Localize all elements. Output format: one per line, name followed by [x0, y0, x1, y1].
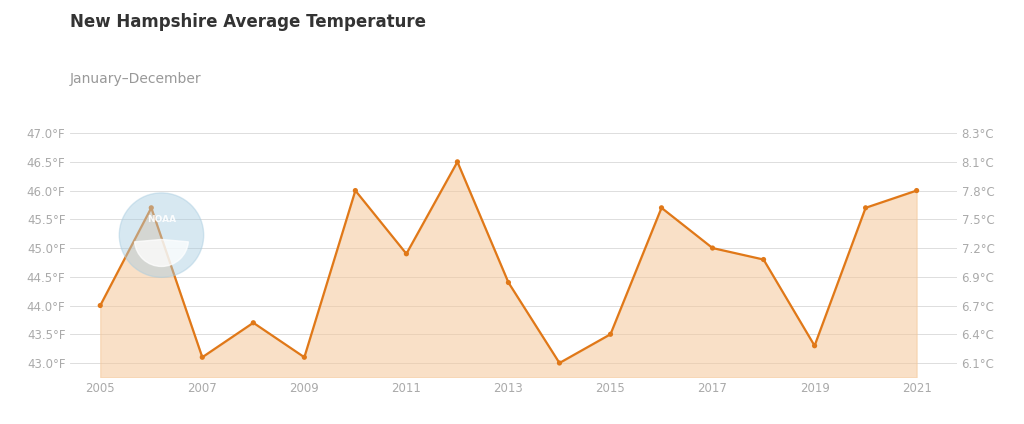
Point	[92, 302, 109, 309]
Point	[296, 354, 312, 361]
Point	[756, 256, 772, 263]
Point	[806, 342, 822, 349]
Point	[551, 360, 567, 366]
Wedge shape	[134, 240, 188, 266]
Text: NOAA: NOAA	[146, 215, 176, 224]
Point	[501, 279, 517, 286]
Point	[653, 204, 670, 211]
Point	[245, 319, 261, 326]
Text: New Hampshire Average Temperature: New Hampshire Average Temperature	[70, 13, 426, 31]
Point	[602, 331, 618, 338]
Point	[908, 187, 925, 194]
Point	[450, 159, 466, 165]
Point	[195, 354, 211, 361]
Circle shape	[119, 193, 204, 277]
Text: January–December: January–December	[70, 72, 202, 86]
Point	[347, 187, 364, 194]
Point	[398, 251, 415, 257]
Point	[143, 204, 160, 211]
Point	[705, 245, 721, 251]
Point	[857, 204, 873, 211]
